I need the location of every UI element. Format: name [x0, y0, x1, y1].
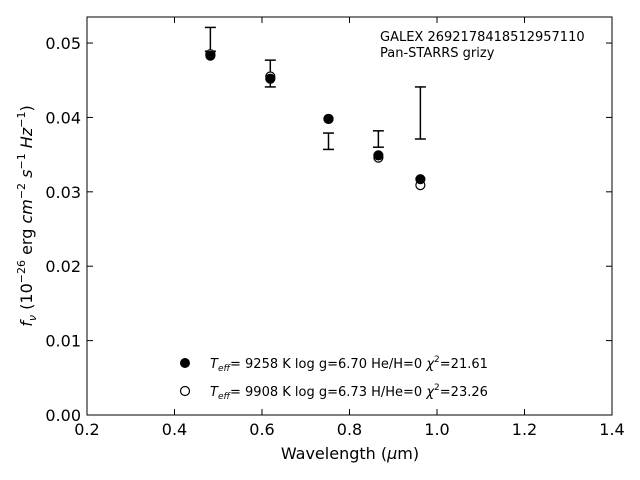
model-points [205, 49, 426, 191]
legend-label-filled: Teff= 9258 K log g=6.70 He/H=0 χ2=21.61 [210, 355, 488, 374]
x-tick-label: 0.6 [249, 420, 274, 439]
observed-errorbar [414, 86, 426, 140]
x-axis-ticks: 0.2 0.4 0.6 0.8 1.0 1.2 1.4 [74, 17, 625, 439]
y-axis-label: fν (10−26 erg cm−2 s−1 Hz−1) [15, 105, 39, 326]
model-point-filled [265, 73, 276, 84]
model-point-filled [415, 174, 426, 185]
x-tick-label: 1.4 [599, 420, 624, 439]
model-point-filled [323, 113, 334, 125]
y-axis-ticks: 0.00 0.01 0.02 0.03 0.04 0.05 [45, 34, 612, 425]
y-tick-label: 0.01 [45, 332, 81, 351]
legend-entry-open: Teff= 9908 K log g=6.73 H/He=0 χ2=23.26 [179, 383, 488, 402]
survey-annotation: Pan-STARRS grizy [380, 46, 495, 61]
model-point-filled [373, 150, 384, 161]
model-point-filled [205, 50, 216, 61]
x-tick-label: 0.4 [162, 420, 187, 439]
y-tick-label: 0.02 [45, 257, 81, 276]
y-tick-label: 0.04 [45, 108, 81, 127]
plot-frame [86, 16, 613, 416]
y-tick-label: 0.00 [45, 406, 81, 425]
x-axis-label: Wavelength (μm) [281, 444, 419, 463]
y-tick-label: 0.03 [45, 183, 81, 202]
legend: Teff= 9258 K log g=6.70 He/H=0 χ2=21.61 … [179, 355, 488, 402]
y-tick-label: 0.05 [45, 34, 81, 53]
legend-marker-open [179, 385, 191, 397]
observed-errorbar [323, 132, 334, 151]
x-tick-label: 0.8 [337, 420, 362, 439]
x-tick-label: 1.2 [512, 420, 537, 439]
object-name-annotation: GALEX 2692178418512957110 [380, 30, 585, 45]
observed-errorbar [204, 26, 216, 52]
legend-entry-filled: Teff= 9258 K log g=6.70 He/H=0 χ2=21.61 [180, 355, 488, 374]
observed-errorbar [372, 130, 384, 148]
legend-marker-filled [180, 358, 190, 368]
x-tick-label: 1.0 [424, 420, 449, 439]
legend-label-open: Teff= 9908 K log g=6.73 H/He=0 χ2=23.26 [210, 383, 488, 402]
x-tick-label: 0.2 [74, 420, 99, 439]
